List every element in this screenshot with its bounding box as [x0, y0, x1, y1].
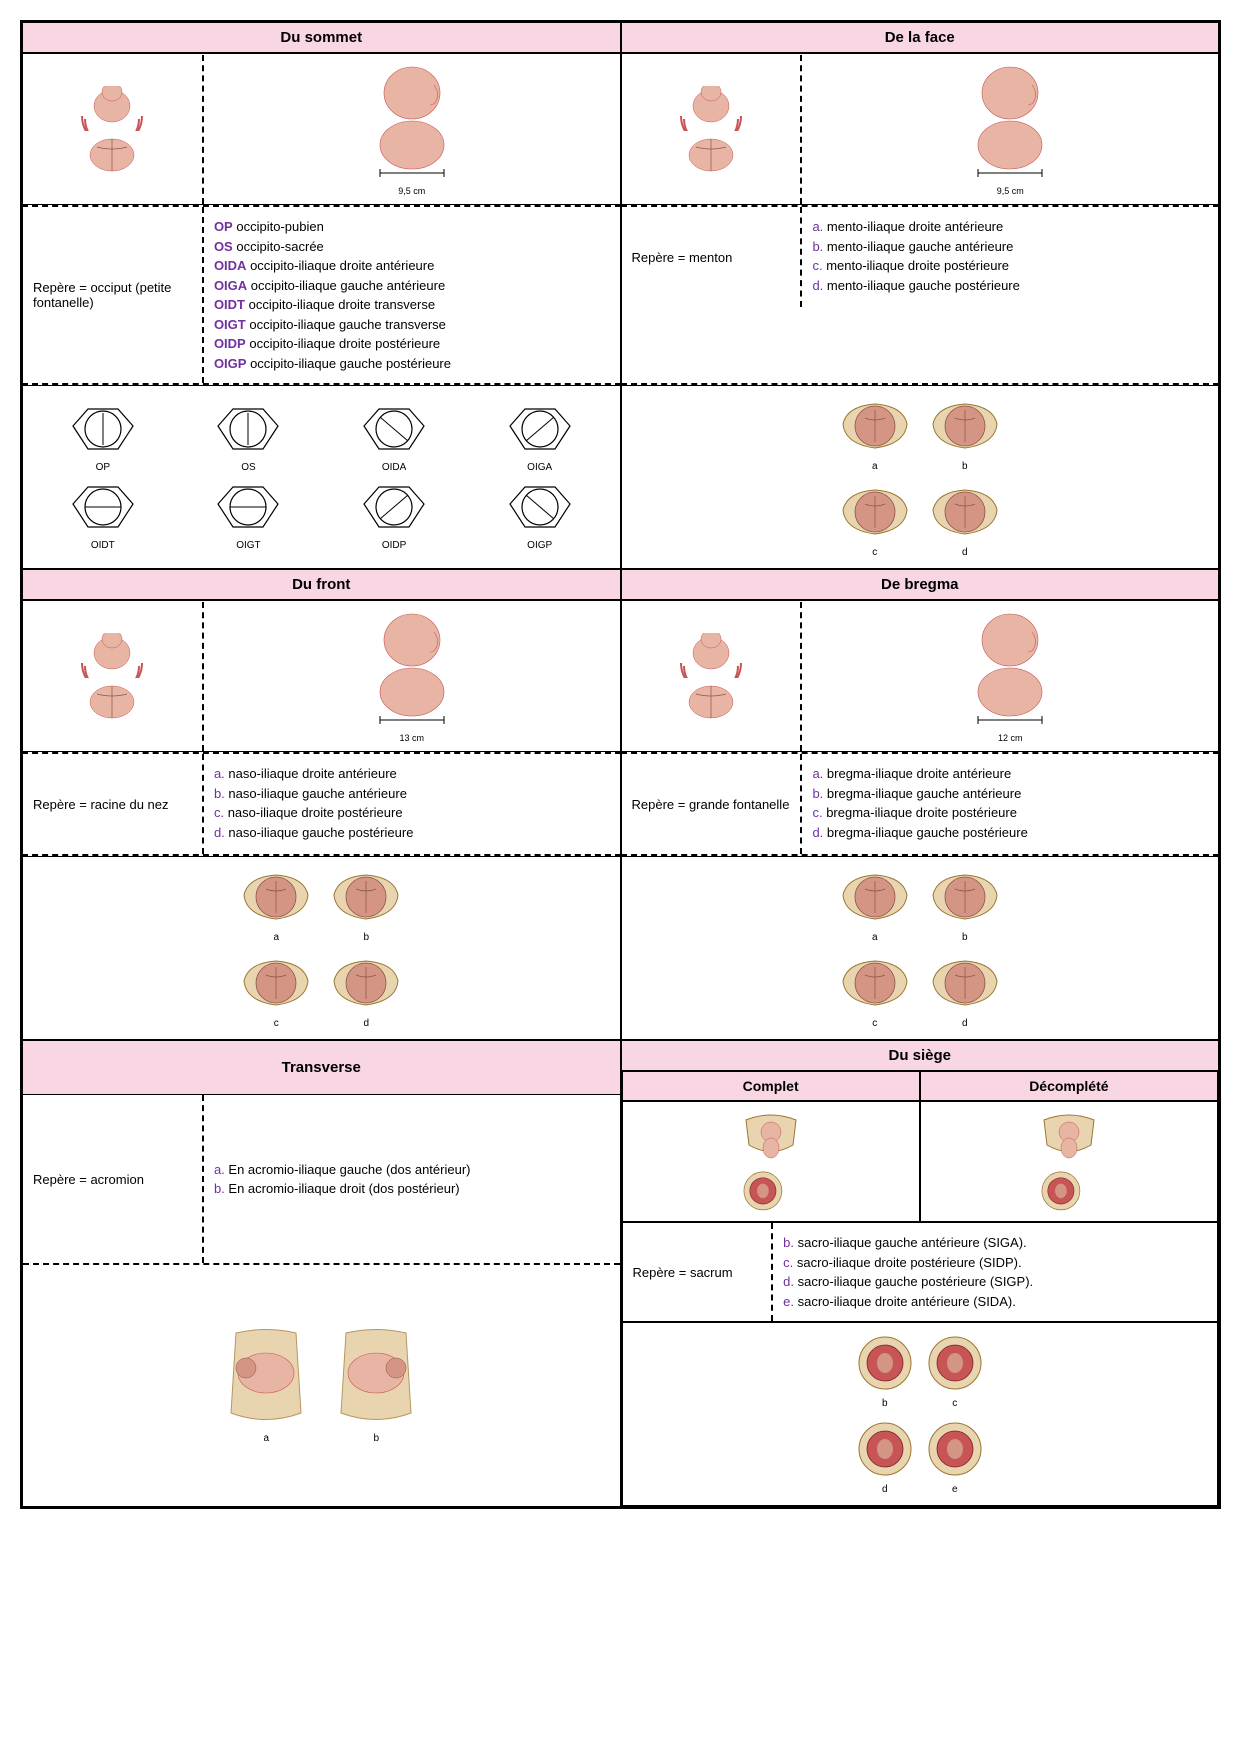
bregma-diagrams: a b c d: [621, 856, 1220, 1040]
positions-list: a. mento-iliaque droite antérieure b. me…: [800, 207, 1218, 307]
head-profile-icon: [362, 610, 462, 730]
pelvis-diagram: OIDT: [33, 479, 173, 551]
siege-diagram: e: [925, 1419, 985, 1495]
siege-diagrams: b c d e: [622, 1322, 1219, 1506]
head-profile-icon: [960, 610, 1060, 730]
siege-diagram: c: [925, 1333, 985, 1409]
siege-text: Repère = sacrum b. sacro-iliaque gauche …: [622, 1222, 1219, 1322]
repere-label: Repère = occiput (petite fontanelle): [23, 207, 202, 383]
head-profile-icon: [960, 63, 1060, 183]
head-top-icon: [87, 137, 137, 173]
face-text: Repère = menton a. mento-iliaque droite …: [621, 205, 1220, 385]
head-top-icon: [686, 137, 736, 173]
siege-decomplete-image: [920, 1101, 1218, 1222]
siege-diagram: d: [855, 1419, 915, 1495]
pelvis-diagram: b: [925, 396, 1005, 472]
header-front: Du front: [22, 569, 621, 600]
measurement-label: 9,5 cm: [362, 186, 462, 196]
measurement-label: 13 cm: [362, 733, 462, 743]
head-top-icon: [686, 684, 736, 720]
fetal-side-icon: [676, 633, 746, 678]
pelvis-diagram: OIDP: [324, 479, 464, 551]
repere-label: Repère = menton: [622, 207, 801, 307]
positions-list: b. sacro-iliaque gauche antérieure (SIGA…: [771, 1223, 1217, 1321]
pelvis-diagram: OS: [179, 401, 319, 473]
front-diagrams: a b c d: [22, 856, 621, 1040]
positions-list: OP occipito-pubien OS occipito-sacrée OI…: [202, 207, 620, 383]
siege-section: Du siège Complet Décomplété Repère = sac…: [621, 1040, 1220, 1507]
presentation-table: Du sommet De la face 9,5 cm: [20, 20, 1221, 1509]
fetal-side-icon: [77, 86, 147, 131]
bregma-images: 12 cm: [621, 600, 1220, 752]
pelvis-diagram: OIGA: [470, 401, 610, 473]
pelvis-diagram: OIGP: [470, 479, 610, 551]
header-face: De la face: [621, 22, 1220, 53]
pelvis-diagram: OIGT: [179, 479, 319, 551]
siege-circle-icon: [1039, 1169, 1099, 1213]
repere-label: Repère = acromion: [23, 1095, 202, 1263]
pelvis-diagram: c: [835, 953, 915, 1029]
pelvis-diagram: d: [925, 482, 1005, 558]
pelvis-diagram: b: [326, 867, 406, 943]
torso-diagram: a: [216, 1328, 316, 1444]
pelvis-diagram: a: [236, 867, 316, 943]
front-text: Repère = racine du nez a. naso-iliaque d…: [22, 752, 621, 856]
transverse-section: Transverse Repère = acromion a. En acrom…: [22, 1040, 621, 1507]
siege-diagram: b: [855, 1333, 915, 1409]
positions-list: a. naso-iliaque droite antérieure b. nas…: [202, 754, 620, 854]
pelvis-diagram: d: [326, 953, 406, 1029]
positions-list: a. En acromio-iliaque gauche (dos antéri…: [202, 1095, 620, 1263]
header-transverse: Transverse: [23, 1041, 620, 1095]
face-diagrams: a b c d: [621, 385, 1220, 569]
pelvis-diagram: c: [236, 953, 316, 1029]
sommet-diagrams: OP OS OIDA OIGA OIDT OIGT OIDP OIGP: [22, 385, 621, 569]
repere-label: Repère = sacrum: [623, 1223, 772, 1321]
face-images: 9,5 cm: [621, 53, 1220, 205]
front-images: 13 cm: [22, 600, 621, 752]
sommet-images: 9,5 cm: [22, 53, 621, 205]
sub-header-decomplete: Décomplété: [920, 1071, 1218, 1101]
repere-label: Repère = racine du nez: [23, 754, 202, 854]
pelvis-diagram: OP: [33, 401, 173, 473]
head-top-icon: [87, 684, 137, 720]
head-profile-icon: [362, 63, 462, 183]
fetal-side-icon: [77, 633, 147, 678]
repere-label: Repère = grande fontanelle: [622, 754, 801, 854]
bregma-text: Repère = grande fontanelle a. bregma-ili…: [621, 752, 1220, 856]
measurement-label: 9,5 cm: [960, 186, 1060, 196]
sommet-text: Repère = occiput (petite fontanelle) OP …: [22, 205, 621, 385]
siege-complet-image: [622, 1101, 920, 1222]
pelvis-diagram: a: [835, 867, 915, 943]
torso-diagram: b: [326, 1328, 426, 1444]
header-siege: Du siège: [622, 1041, 1219, 1071]
pelvis-diagram: d: [925, 953, 1005, 1029]
header-bregma: De bregma: [621, 569, 1220, 600]
fetal-side-icon: [676, 86, 746, 131]
sub-header-complet: Complet: [622, 1071, 920, 1101]
pelvis-front-icon: [731, 1110, 811, 1165]
positions-list: a. bregma-iliaque droite antérieure b. b…: [800, 754, 1218, 854]
pelvis-diagram: c: [835, 482, 915, 558]
measurement-label: 12 cm: [960, 733, 1060, 743]
pelvis-front-icon: [1029, 1110, 1109, 1165]
pelvis-diagram: OIDA: [324, 401, 464, 473]
header-sommet: Du sommet: [22, 22, 621, 53]
pelvis-diagram: a: [835, 396, 915, 472]
siege-circle-icon: [741, 1169, 801, 1213]
pelvis-diagram: b: [925, 867, 1005, 943]
